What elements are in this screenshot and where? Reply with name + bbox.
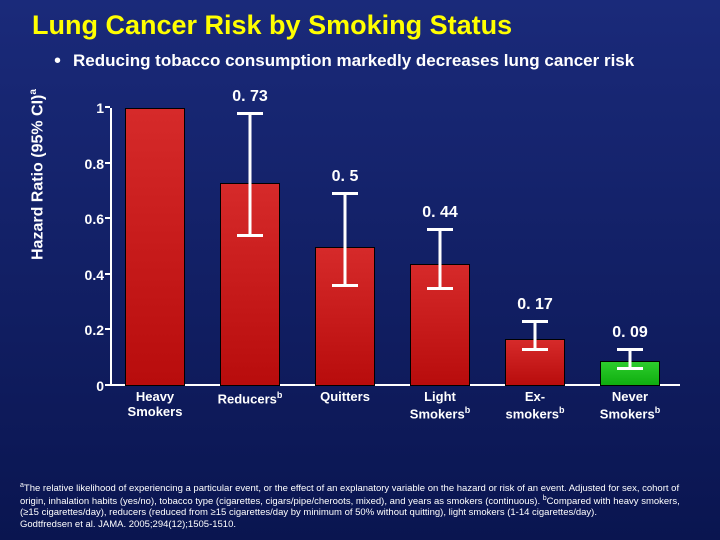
y-tick-label: 0.8 — [85, 156, 110, 172]
bullet-text: Reducing tobacco consumption markedly de… — [73, 51, 634, 71]
y-tick-mark — [105, 162, 110, 164]
error-cap — [617, 348, 643, 351]
error-bar — [534, 322, 537, 350]
category-label: Quitters — [298, 386, 393, 405]
error-bar — [249, 114, 252, 236]
bar — [125, 108, 185, 386]
bullet-dot: • — [54, 51, 61, 71]
error-cap — [332, 284, 358, 287]
error-cap — [332, 192, 358, 195]
bar-group: HeavySmokers — [125, 108, 185, 386]
y-axis — [110, 108, 112, 386]
error-cap — [522, 348, 548, 351]
error-bar — [439, 230, 442, 288]
bar-group: 0. 5Quitters — [315, 108, 375, 386]
y-tick-label: 1 — [96, 100, 110, 116]
error-cap — [427, 228, 453, 231]
category-label: LightSmokersb — [393, 386, 488, 422]
y-tick-mark — [105, 273, 110, 275]
error-cap — [427, 287, 453, 290]
value-label: 0. 73 — [232, 88, 268, 106]
bar-group: 0. 09Never Smokersb — [600, 108, 660, 386]
error-bar — [344, 194, 347, 286]
y-tick-mark — [105, 217, 110, 219]
error-cap — [237, 234, 263, 237]
bar-group: 0. 17Ex-smokersb — [505, 108, 565, 386]
value-label: 0. 17 — [517, 296, 553, 314]
y-tick-mark — [105, 328, 110, 330]
footnote: aThe relative likelihood of experiencing… — [20, 482, 700, 530]
bullet-row: • Reducing tobacco consumption markedly … — [0, 47, 720, 71]
error-cap — [522, 320, 548, 323]
chart: 00.20.40.60.81HeavySmokers0. 73Reducersb… — [70, 108, 690, 428]
y-tick-label: 0.2 — [85, 322, 110, 338]
value-label: 0. 5 — [332, 168, 359, 186]
y-tick-mark — [105, 106, 110, 108]
category-label: Reducersb — [203, 386, 298, 407]
category-label: Ex-smokersb — [488, 386, 583, 422]
error-cap — [617, 367, 643, 370]
plot-area: 00.20.40.60.81HeavySmokers0. 73Reducersb… — [110, 108, 680, 386]
category-label: Never Smokersb — [583, 386, 678, 422]
error-cap — [237, 112, 263, 115]
value-label: 0. 44 — [422, 204, 458, 222]
y-axis-label: Hazard Ratio (95% CI)a — [28, 89, 47, 260]
y-tick-label: 0.6 — [85, 211, 110, 227]
page-title: Lung Cancer Risk by Smoking Status — [0, 0, 720, 47]
y-tick-label: 0.4 — [85, 267, 110, 283]
bar-group: 0. 44LightSmokersb — [410, 108, 470, 386]
bar-group: 0. 73Reducersb — [220, 108, 280, 386]
category-label: HeavySmokers — [108, 386, 203, 420]
value-label: 0. 09 — [612, 324, 648, 342]
